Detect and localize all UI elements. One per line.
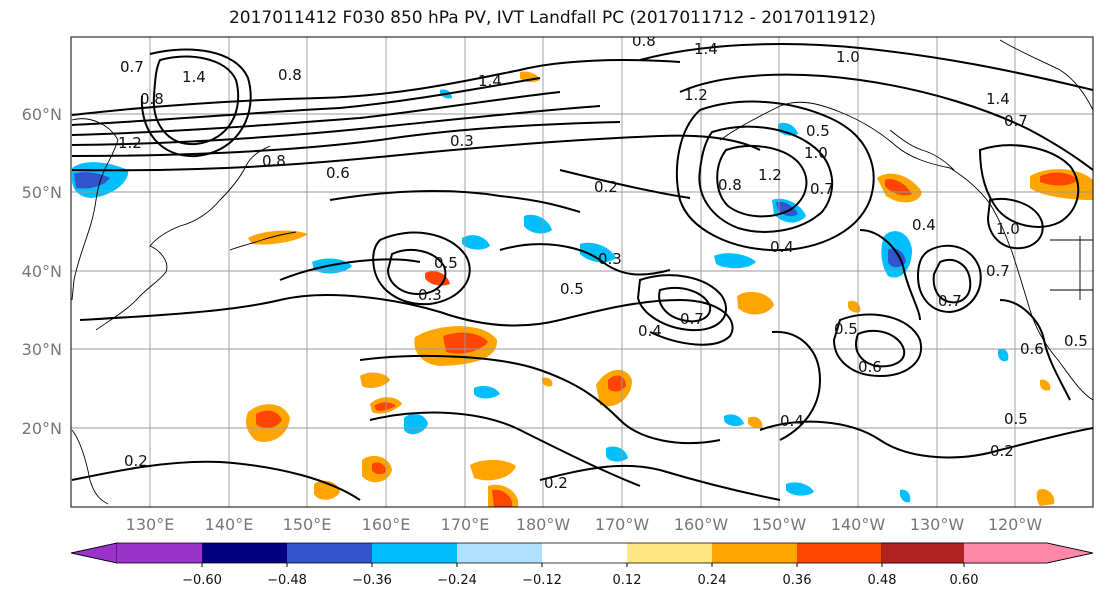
contour-label: 1.2 bbox=[758, 166, 782, 184]
contour-label: 0.8 bbox=[632, 32, 656, 50]
contour-label: 0.5 bbox=[1004, 410, 1028, 428]
lat-label: 20°N bbox=[22, 419, 62, 438]
contour-label: 0.4 bbox=[638, 322, 662, 340]
contour-label: 0.3 bbox=[418, 286, 442, 304]
lat-label: 60°N bbox=[22, 105, 62, 124]
lon-label: 160°W bbox=[674, 515, 729, 534]
lon-label: 120°W bbox=[988, 515, 1043, 534]
colorbar-segment bbox=[797, 543, 882, 563]
map-title: 2017011412 F030 850 hPa PV, IVT Landfall… bbox=[228, 8, 876, 28]
colorbar-tick-label: 0.60 bbox=[950, 573, 979, 588]
contour-label: 0.7 bbox=[1004, 112, 1028, 130]
contour-label: 0.5 bbox=[806, 122, 830, 140]
contour-labels: 0.7 1.4 0.8 0.8 1.2 0.8 0.6 0.3 1.4 0.8 … bbox=[118, 32, 1088, 492]
colorbar-tick-label: −0.24 bbox=[437, 573, 477, 588]
colorbar-segment bbox=[287, 543, 372, 563]
longitude-labels: 130°E 140°E 150°E 160°E 170°E 180°W 170°… bbox=[126, 515, 1043, 534]
contour-label: 0.4 bbox=[770, 238, 794, 256]
contour-label: 0.7 bbox=[680, 310, 704, 328]
colorbar-tick-label: −0.12 bbox=[522, 573, 562, 588]
contour-label: 0.6 bbox=[1020, 340, 1044, 358]
contour-label: 0.2 bbox=[990, 442, 1014, 460]
contour-label: 0.2 bbox=[124, 452, 148, 470]
contour-label: 0.7 bbox=[938, 292, 962, 310]
lon-label: 130°E bbox=[126, 515, 175, 534]
colorbar-segment bbox=[712, 543, 797, 563]
lon-label: 150°W bbox=[752, 515, 807, 534]
contour-label: 1.4 bbox=[694, 40, 718, 58]
contour-label: 0.4 bbox=[912, 216, 936, 234]
contour-label: 0.5 bbox=[1064, 332, 1088, 350]
contour-label: 0.8 bbox=[718, 176, 742, 194]
colorbar-tick-label: −0.48 bbox=[267, 573, 307, 588]
pv-contours bbox=[71, 43, 1093, 501]
colorbar-tick-label: −0.60 bbox=[182, 573, 222, 588]
lon-label: 180°W bbox=[516, 515, 571, 534]
contour-label: 1.0 bbox=[996, 220, 1020, 238]
contour-label: 1.4 bbox=[986, 90, 1010, 108]
colorbar-ticks bbox=[201, 563, 965, 567]
contour-label: 0.3 bbox=[598, 250, 622, 268]
lon-label: 170°E bbox=[441, 515, 490, 534]
contour-label: 0.5 bbox=[834, 320, 858, 338]
coastlines bbox=[71, 39, 1093, 505]
contour-label: 0.5 bbox=[560, 280, 584, 298]
colorbar-tick-label: 0.12 bbox=[613, 573, 642, 588]
contour-label: 0.2 bbox=[544, 474, 568, 492]
colorbar-extend-min bbox=[70, 542, 118, 564]
contour-label: 1.2 bbox=[118, 134, 142, 152]
contour-label: 0.6 bbox=[858, 358, 882, 376]
lat-label: 40°N bbox=[22, 262, 62, 281]
colorbar-segment bbox=[457, 543, 542, 563]
contour-label: 1.4 bbox=[182, 68, 206, 86]
colorbar-segment bbox=[964, 543, 1047, 563]
contour-label: 0.2 bbox=[594, 178, 618, 196]
colorbar-segment bbox=[542, 543, 627, 563]
contour-label: 0.7 bbox=[810, 180, 834, 198]
lon-label: 140°E bbox=[205, 515, 254, 534]
contour-label: 0.8 bbox=[278, 66, 302, 84]
contour-label: 1.0 bbox=[804, 144, 828, 162]
lon-label: 170°W bbox=[595, 515, 650, 534]
colorbar-tick-label: 0.24 bbox=[698, 573, 727, 588]
colorbar-tick-label: 0.36 bbox=[783, 573, 812, 588]
contour-label: 0.5 bbox=[434, 254, 458, 272]
lon-label: 160°E bbox=[362, 515, 411, 534]
map-border bbox=[70, 36, 1094, 508]
lon-label: 130°W bbox=[910, 515, 965, 534]
contour-label: 1.2 bbox=[684, 86, 708, 104]
contour-label: 1.4 bbox=[478, 72, 502, 90]
lon-label: 150°E bbox=[283, 515, 332, 534]
colorbar-tick-label: −0.36 bbox=[352, 573, 392, 588]
contour-label: 0.7 bbox=[986, 262, 1010, 280]
contour-label: 0.8 bbox=[140, 90, 164, 108]
contour-label: 0.7 bbox=[120, 58, 144, 76]
colorbar-segment bbox=[372, 543, 457, 563]
lat-label: 30°N bbox=[22, 340, 62, 359]
colorbar-segment bbox=[117, 543, 202, 563]
colorbar-tick-label: 0.48 bbox=[868, 573, 897, 588]
contour-label: 0.3 bbox=[450, 132, 474, 150]
contour-label: 0.4 bbox=[780, 412, 804, 430]
contour-label: 1.0 bbox=[836, 48, 860, 66]
colorbar-segment bbox=[202, 543, 287, 563]
lon-label: 140°W bbox=[831, 515, 886, 534]
contour-label: 0.8 bbox=[262, 152, 286, 170]
colorbar-segment bbox=[627, 543, 712, 563]
colorbar: −0.60 −0.48 −0.36 −0.24 −0.12 0.12 0.24 … bbox=[70, 542, 1094, 588]
colorbar-segment bbox=[882, 543, 964, 563]
lat-label: 50°N bbox=[22, 183, 62, 202]
latitude-labels: 60°N 50°N 40°N 30°N 20°N bbox=[22, 105, 62, 438]
map-plot-area bbox=[71, 37, 1093, 507]
contour-label: 0.6 bbox=[326, 164, 350, 182]
